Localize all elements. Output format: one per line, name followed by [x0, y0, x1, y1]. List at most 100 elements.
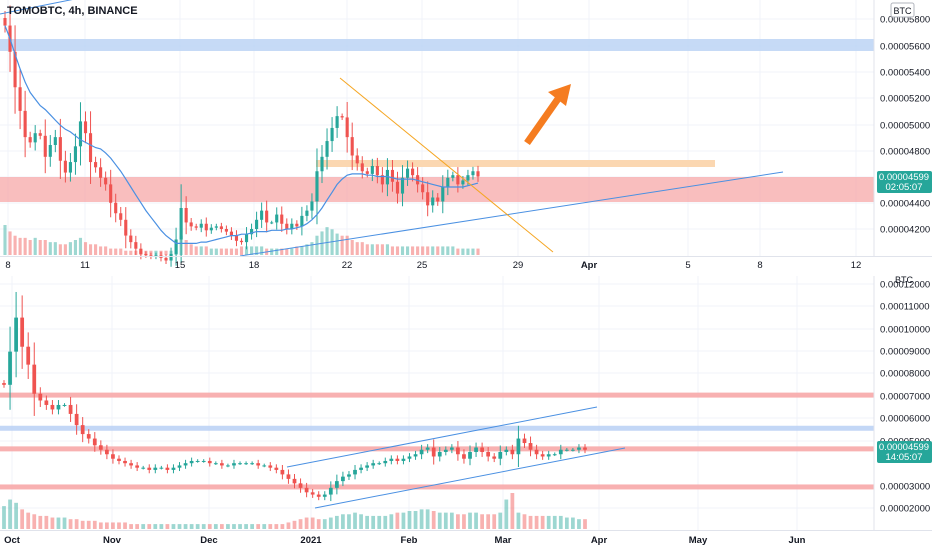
- top-candle: [209, 227, 213, 231]
- bottom-volume-bar: [268, 524, 273, 529]
- top-volume-bar: [335, 233, 339, 255]
- top-volume-bar: [400, 246, 405, 255]
- bottom-candle: [286, 474, 291, 479]
- top-candle: [471, 171, 475, 176]
- bottom-time-tick: May: [689, 535, 708, 546]
- top-time-tick: 15: [175, 260, 186, 271]
- bottom-volume-bar: [359, 514, 363, 529]
- top-candle: [179, 208, 183, 240]
- top-volume-bar: [229, 248, 233, 255]
- top-time-tick: 5: [685, 260, 690, 271]
- top-upper-trendline[interactable]: [0, 0, 80, 15]
- bottom-candle: [98, 445, 103, 450]
- top-candle: [350, 137, 354, 156]
- top-volume-bar: [255, 246, 259, 255]
- bottom-volume-bar: [56, 517, 61, 529]
- top-time-axis[interactable]: 8 11 15 18 22 25 29 Apr 5 8 12: [5, 260, 861, 271]
- top-volume-bar: [405, 246, 410, 255]
- top-candle: [94, 162, 98, 168]
- bottom-volume-bar: [177, 524, 182, 529]
- bottom-candle: [516, 438, 521, 455]
- top-candle: [290, 223, 294, 229]
- bottom-candle: [26, 346, 31, 365]
- bottom-price-tick: 0.00008000: [880, 369, 930, 380]
- bottom-candle: [86, 434, 91, 439]
- bottom-volume-bar: [298, 519, 303, 529]
- top-candle: [416, 175, 420, 185]
- bottom-volume-bar: [516, 512, 521, 529]
- top-volume-bar: [451, 246, 455, 255]
- bottom-volume-bar: [213, 524, 218, 529]
- top-time-tick: 11: [80, 260, 90, 271]
- bottom-volume-bar: [383, 515, 388, 529]
- top-candles: [3, 5, 480, 267]
- bottom-candle: [389, 458, 394, 461]
- top-candle: [33, 133, 37, 143]
- top-candle: [144, 253, 148, 256]
- bottom-price-tick: 0.00002000: [880, 504, 930, 515]
- orange-target-arrow[interactable]: [524, 84, 571, 146]
- channel-lower-line[interactable]: [314, 447, 626, 509]
- top-volume-bar: [305, 244, 309, 255]
- top-volume-bar: [250, 246, 254, 255]
- bottom-volume-bar: [256, 524, 261, 529]
- top-volume-bar: [365, 244, 369, 255]
- top-candle: [38, 133, 42, 136]
- bottom-candle: [322, 494, 327, 497]
- top-volume-bar: [43, 240, 47, 255]
- bottom-price-tick: 0.00010000: [880, 325, 930, 336]
- top-volume-bar: [13, 235, 17, 255]
- channel-upper-line[interactable]: [286, 406, 598, 468]
- top-volume-bar: [315, 235, 319, 255]
- top-descending-trendline[interactable]: [339, 77, 554, 253]
- top-volume-bar: [431, 246, 435, 255]
- top-candle: [43, 135, 47, 157]
- top-candle: [385, 169, 389, 185]
- bottom-candle: [377, 463, 382, 465]
- bottom-candle: [341, 476, 345, 482]
- bottom-candle: [74, 413, 79, 426]
- bottom-candle: [571, 449, 575, 451]
- bottom-candle: [183, 463, 188, 466]
- bottom-volume-bar: [534, 515, 539, 529]
- bottom-volume-bar: [141, 524, 146, 529]
- top-candle: [275, 214, 279, 223]
- bottom-candle: [105, 449, 109, 455]
- top-volume-bar: [28, 240, 32, 255]
- bottom-volume-bar: [207, 524, 212, 529]
- top-price-tick: 0.00005600: [880, 42, 930, 53]
- top-candle: [134, 242, 138, 249]
- top-panel[interactable]: 0.00005800 0.00005600 0.00005400 0.00005200…: [0, 0, 932, 271]
- top-volume-bar: [109, 248, 113, 255]
- top-volume-bar: [214, 248, 218, 255]
- bottom-candle: [456, 447, 460, 455]
- bottom-candle: [298, 483, 303, 488]
- top-candle: [219, 226, 223, 229]
- top-ascending-trendline[interactable]: [239, 171, 784, 257]
- bottom-volume-bar: [456, 514, 460, 529]
- bottom-panel[interactable]: 0.00012000 0.00011000 0.00010000 0.00009000…: [0, 275, 932, 546]
- bottom-volume-bar: [407, 511, 412, 529]
- top-time-tick: Apr: [581, 260, 598, 271]
- bottom-time-tick: Jun: [789, 535, 806, 546]
- top-candle: [189, 222, 193, 227]
- bottom-volume-bar: [504, 499, 509, 529]
- top-volume-bar: [471, 248, 475, 255]
- bottom-time-axis[interactable]: Oct Nov Dec 2021 Feb Mar Apr May Jun: [4, 535, 806, 546]
- top-candle: [78, 121, 83, 147]
- bottom-volume-bar: [117, 522, 121, 529]
- bottom-candle: [292, 478, 297, 484]
- top-volume-bar: [345, 235, 349, 255]
- bottom-candle: [316, 494, 321, 497]
- top-price-tick: 0.00005200: [880, 94, 930, 105]
- bottom-volume-bar: [347, 514, 351, 529]
- top-volume-bar: [340, 235, 344, 255]
- top-candle: [119, 213, 123, 220]
- bottom-candle: [213, 463, 218, 465]
- bottom-volume-bar: [546, 515, 551, 529]
- top-volume-bar: [461, 248, 465, 255]
- bottom-volume-bar: [219, 524, 224, 529]
- top-price-axis[interactable]: 0.00005800 0.00005600 0.00005400 0.00005200…: [880, 15, 930, 236]
